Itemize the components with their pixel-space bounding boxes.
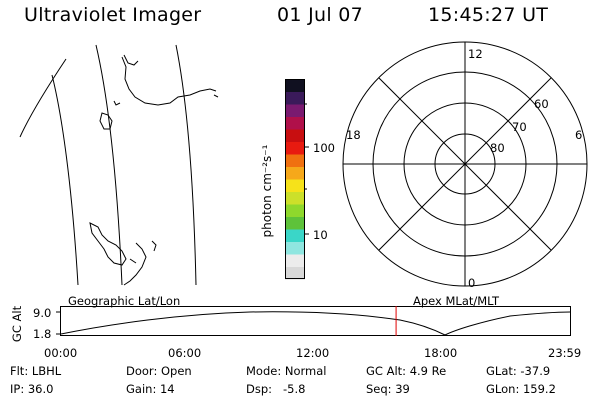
info-gc-alt: GC Alt: 4.9 Re [366, 364, 446, 378]
info-label: Flt: [10, 364, 29, 378]
info-mode: Mode: Normal [246, 364, 326, 378]
grid-line [19, 58, 67, 138]
info-label: GC Alt: [366, 364, 407, 378]
info-glon: GLon: 159.2 [486, 382, 556, 396]
info-glat: GLat: -37.9 [486, 364, 550, 378]
mlt-label-6: 6 [575, 128, 583, 142]
info-value: -5.8 [283, 382, 306, 396]
info-value: 39 [395, 382, 410, 396]
altitude-curve [60, 311, 571, 336]
colorbar-band [285, 254, 305, 267]
coastline [89, 222, 127, 266]
info-value: Open [160, 364, 192, 378]
colorbar-band [285, 104, 305, 117]
grid-line [175, 44, 197, 286]
strip-xtick-label: 23:59 [548, 346, 582, 360]
coastline [123, 242, 147, 286]
coastline [121, 56, 217, 106]
colorbar-band [285, 229, 305, 242]
colorbar-unit-label: photon cm⁻²s⁻¹ [260, 144, 274, 238]
strip-xtick-label: 06:00 [168, 346, 202, 360]
info-dsp: Dsp: -5.8 [246, 382, 305, 396]
info-value: 4.9 Re [409, 364, 447, 378]
colorbar-band [285, 129, 305, 142]
colorbar-band [285, 91, 305, 105]
colorbar-band [285, 116, 305, 130]
info-door: Door: Open [126, 364, 192, 378]
date-label: 01 Jul 07 [277, 4, 364, 26]
colorbar-band [285, 79, 305, 92]
info-value: 14 [159, 382, 175, 396]
colorbar-band [285, 266, 305, 280]
colorbar-band [285, 179, 305, 192]
apex-label: Apex MLat/MLT [413, 294, 500, 308]
info-label: GLon: [486, 382, 520, 396]
strip-xtick-label: 18:00 [424, 346, 458, 360]
lat-label-60: 60 [534, 97, 549, 111]
geographic-label: Geographic Lat/Lon [68, 294, 181, 308]
lat-label-70: 70 [512, 120, 527, 134]
coastline [113, 100, 121, 106]
mlt-label-0: 0 [468, 276, 476, 290]
colorbar-band [285, 141, 305, 155]
info-value: LBHL [31, 364, 62, 378]
colorbar-band [285, 216, 305, 230]
mlt-label-12: 12 [468, 47, 483, 61]
info-value: 36.0 [27, 382, 54, 396]
colorbar-band [285, 191, 305, 205]
info-label: Mode: [246, 364, 282, 378]
info-seq: Seq: 39 [366, 382, 410, 396]
lat-label-80: 80 [490, 141, 505, 155]
info-value: 159.2 [522, 382, 556, 396]
info-label: Dsp: [246, 382, 273, 396]
polar-plot [342, 41, 588, 287]
coastline [99, 112, 113, 130]
strip-ytick-label: 9.0 [33, 306, 52, 320]
grid-line [51, 74, 79, 286]
colorbar-band [285, 166, 305, 180]
info-ip: IP: 36.0 [10, 382, 53, 396]
info-gain: Gain: 14 [126, 382, 175, 396]
polar-diagonal [378, 77, 552, 251]
info-label: IP: [10, 382, 25, 396]
colorbar-band [285, 204, 305, 217]
info-label: Gain: [126, 382, 157, 396]
strip-ytick-label: 1.8 [33, 327, 52, 341]
info-filter: Flt: LBHL [10, 364, 61, 378]
strip-xtick-label: 00:00 [44, 346, 78, 360]
colorbar [285, 79, 309, 280]
grid-line [95, 44, 123, 286]
strip-xtick-label: 12:00 [296, 346, 330, 360]
info-label: Seq: [366, 382, 392, 396]
colorbar-band [285, 241, 305, 255]
colorbar-tick-label: 100 [313, 141, 335, 155]
colorbar-band [285, 154, 305, 167]
coastline [123, 54, 139, 66]
mlt-label-18: 18 [346, 128, 361, 142]
altitude-strip [56, 306, 571, 336]
strip-axis-label: GC Alt [10, 305, 24, 343]
info-value: -37.9 [520, 364, 551, 378]
coastline [151, 240, 157, 252]
coastline [129, 258, 137, 264]
info-label: Door: [126, 364, 158, 378]
info-label: GLat: [486, 364, 517, 378]
info-value: Normal [284, 364, 327, 378]
geographic-map [19, 44, 219, 286]
coastline [213, 94, 219, 98]
instrument-title: Ultraviolet Imager [24, 4, 202, 26]
colorbar-tick-label: 10 [313, 228, 328, 242]
time-label: 15:45:27 UT [428, 4, 549, 26]
